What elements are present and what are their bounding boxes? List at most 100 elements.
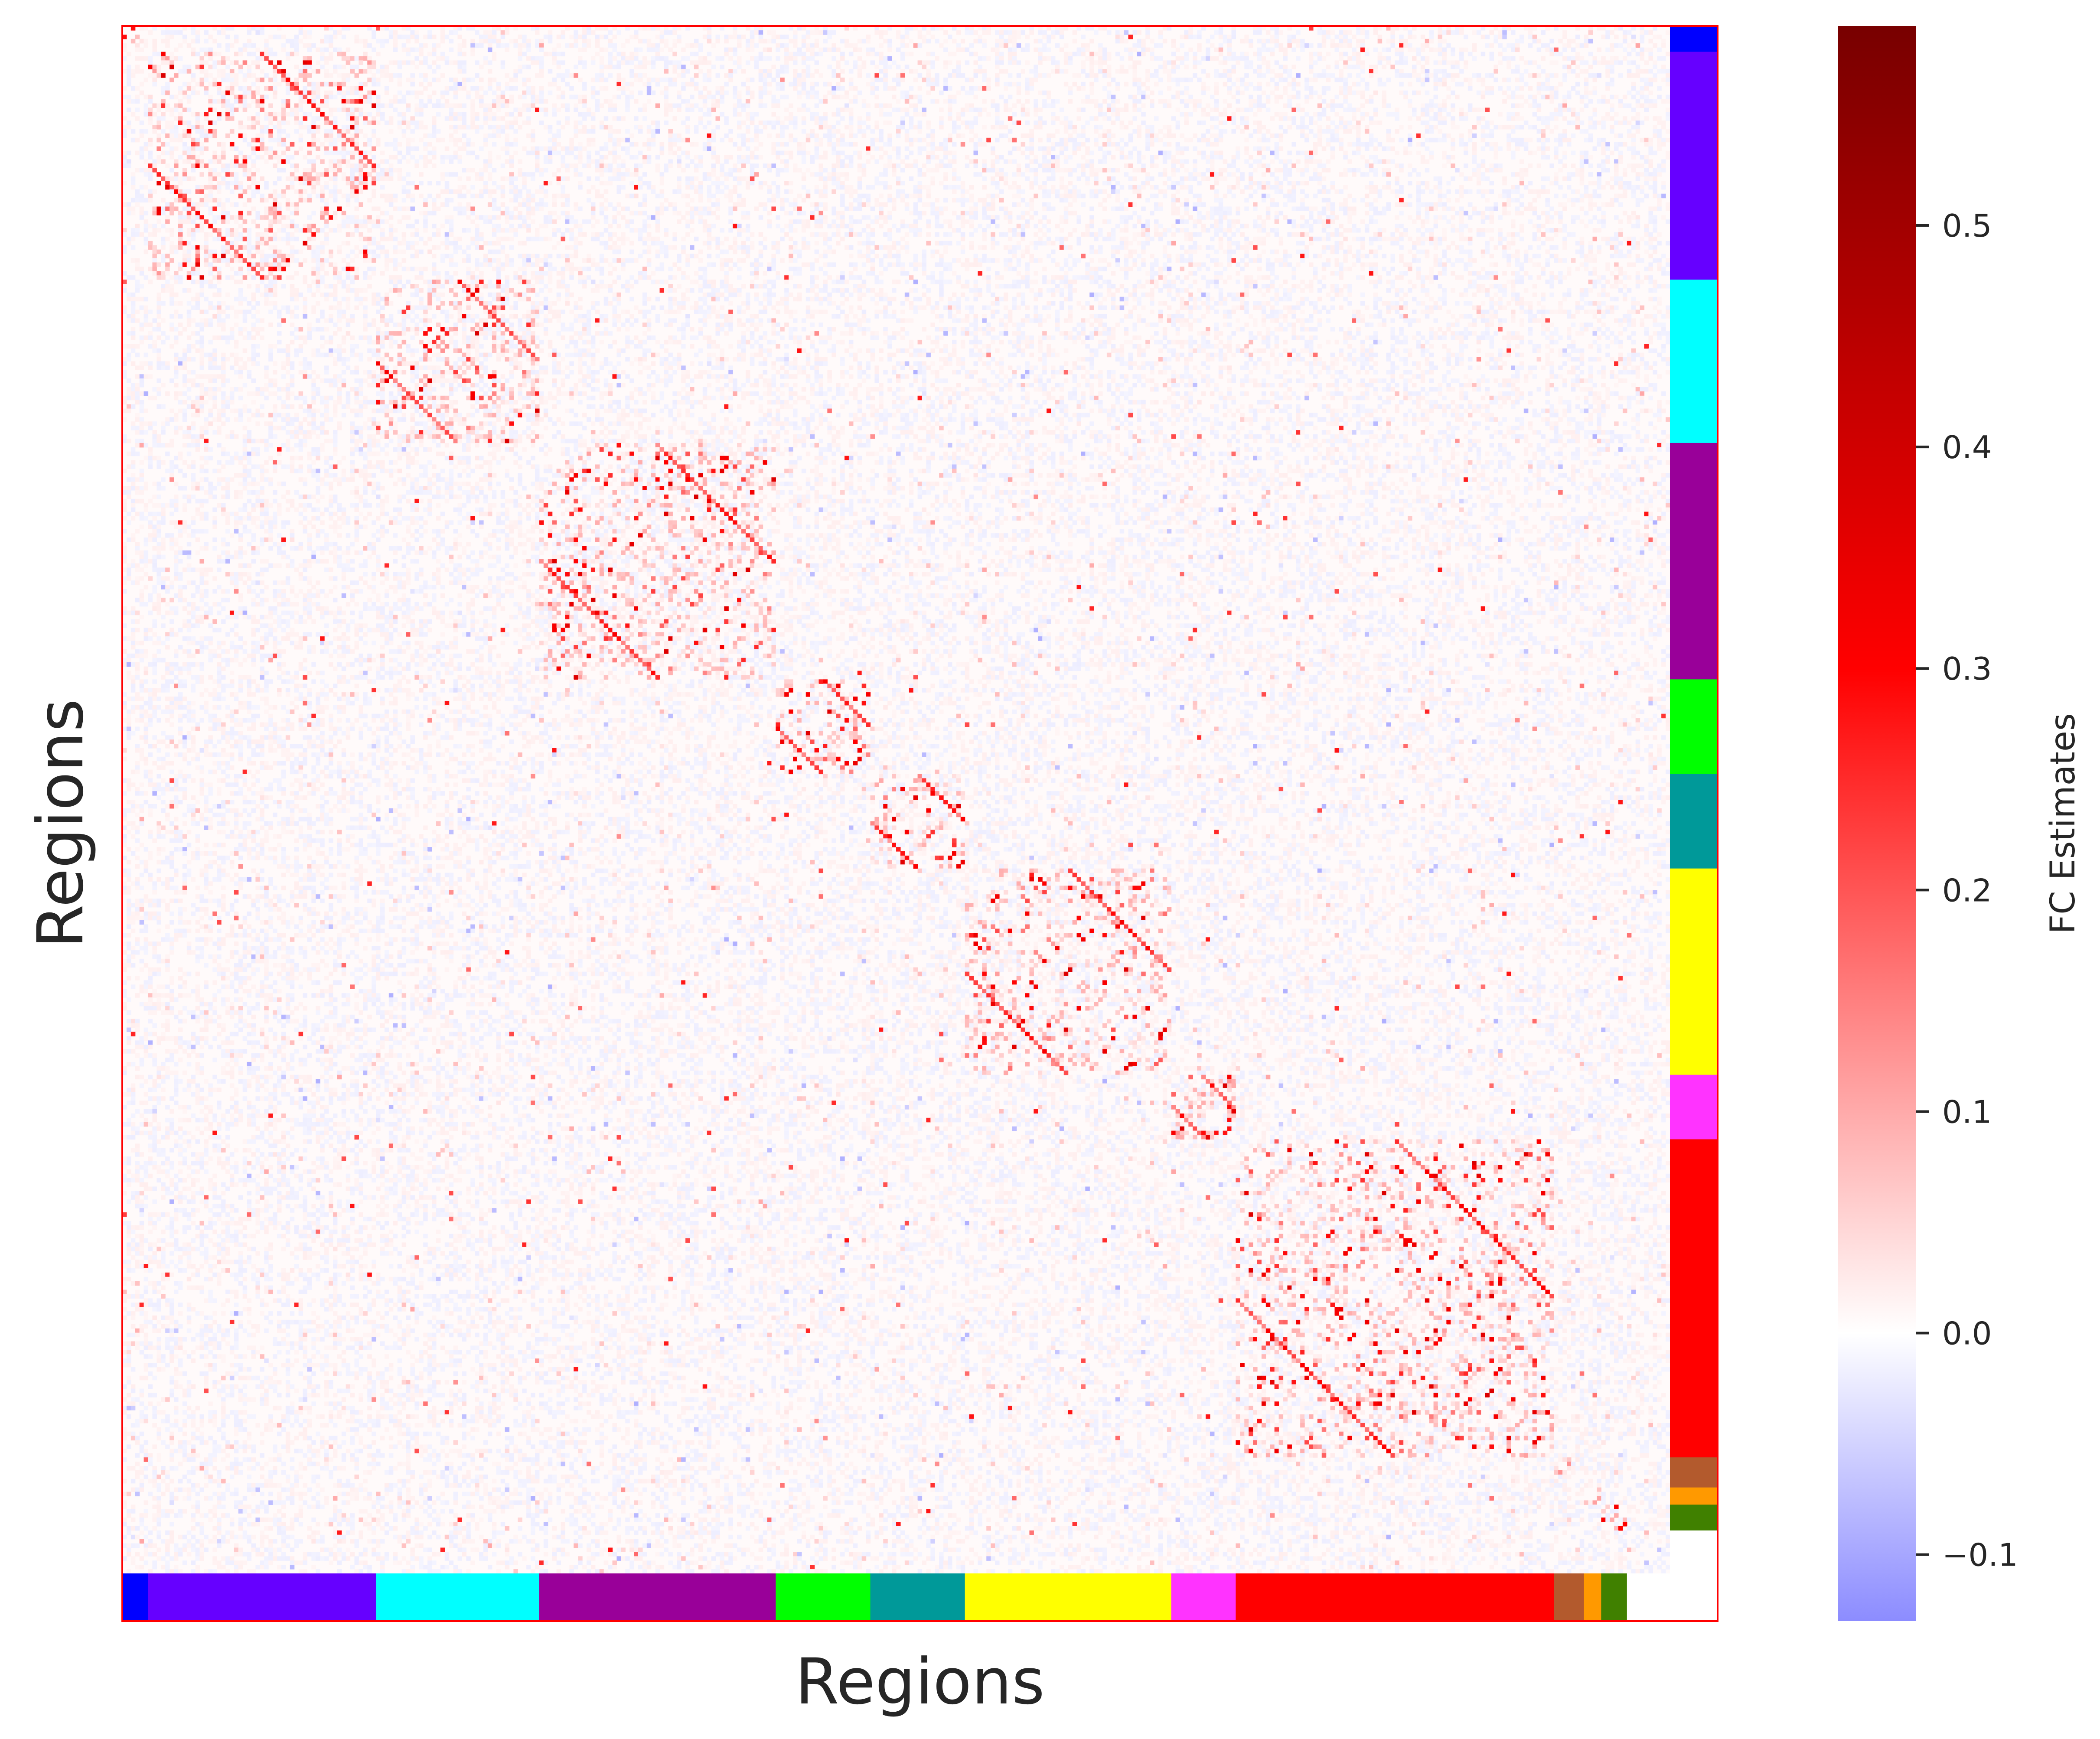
heatmap-cell bbox=[342, 91, 346, 95]
heatmap-cell bbox=[1038, 116, 1043, 121]
heatmap-cell bbox=[423, 134, 428, 138]
heatmap-cell bbox=[1408, 151, 1412, 156]
heatmap-cell bbox=[342, 95, 346, 100]
heatmap-cell bbox=[784, 48, 789, 52]
heatmap-cell bbox=[492, 129, 497, 134]
heatmap-cell bbox=[832, 91, 836, 95]
heatmap-cell bbox=[174, 95, 179, 100]
heatmap-cell bbox=[509, 155, 514, 160]
heatmap-cell bbox=[1034, 65, 1038, 69]
heatmap-cell bbox=[1197, 120, 1202, 125]
heatmap-cell bbox=[1012, 48, 1017, 52]
heatmap-cell bbox=[251, 99, 256, 104]
heatmap-cell bbox=[432, 134, 437, 138]
heatmap-cell bbox=[703, 99, 708, 104]
heatmap-cell bbox=[423, 104, 428, 108]
heatmap-cell bbox=[1554, 48, 1559, 52]
heatmap-cell bbox=[414, 30, 419, 35]
heatmap-cell bbox=[883, 69, 888, 74]
heatmap-cell bbox=[385, 142, 389, 147]
heatmap-cell bbox=[1425, 104, 1430, 108]
heatmap-cell bbox=[191, 147, 196, 151]
heatmap-cell bbox=[419, 138, 424, 143]
heatmap-cell bbox=[389, 129, 394, 134]
heatmap-cell bbox=[217, 91, 222, 95]
heatmap-cell bbox=[871, 138, 875, 143]
heatmap-cell bbox=[815, 151, 819, 156]
heatmap-cell bbox=[1528, 138, 1533, 143]
heatmap-cell bbox=[440, 159, 445, 164]
heatmap-cell bbox=[1347, 86, 1352, 91]
heatmap-cell bbox=[892, 60, 897, 65]
heatmap-cell bbox=[1154, 155, 1159, 160]
heatmap-cell bbox=[883, 112, 888, 117]
heatmap-cell bbox=[1640, 78, 1645, 82]
heatmap-cell bbox=[634, 142, 639, 147]
heatmap-cell bbox=[273, 35, 277, 39]
heatmap-cell bbox=[281, 151, 286, 156]
heatmap-cell bbox=[582, 86, 587, 91]
heatmap-cell bbox=[1064, 43, 1069, 48]
heatmap-cell bbox=[140, 120, 144, 125]
heatmap-cell bbox=[479, 39, 484, 44]
heatmap-cell bbox=[754, 125, 759, 130]
heatmap-cell bbox=[342, 134, 346, 138]
heatmap-cell bbox=[1347, 142, 1352, 147]
heatmap-cell bbox=[1627, 91, 1632, 95]
heatmap-cell bbox=[845, 39, 849, 44]
heatmap-cell bbox=[260, 52, 264, 57]
heatmap-cell bbox=[380, 159, 385, 164]
heatmap-cell bbox=[1520, 86, 1524, 91]
heatmap-cell bbox=[1653, 99, 1657, 104]
heatmap-cell bbox=[432, 116, 437, 121]
heatmap-cell bbox=[759, 104, 763, 108]
heatmap-cell bbox=[286, 91, 290, 95]
heatmap-cell bbox=[355, 120, 359, 125]
heatmap-cell bbox=[200, 159, 205, 164]
heatmap-cell bbox=[230, 82, 235, 87]
heatmap-cell bbox=[462, 104, 466, 108]
heatmap-cell bbox=[1283, 104, 1288, 108]
heatmap-cell bbox=[815, 30, 819, 35]
heatmap-cell bbox=[1085, 43, 1090, 48]
heatmap-cell bbox=[1025, 35, 1030, 39]
heatmap-cell bbox=[1197, 78, 1202, 82]
heatmap-cell bbox=[518, 107, 522, 112]
heatmap-cell bbox=[780, 95, 785, 100]
heatmap-cell bbox=[1025, 86, 1030, 91]
heatmap-cell bbox=[1343, 65, 1348, 69]
heatmap-cell bbox=[1339, 69, 1343, 74]
heatmap-cell bbox=[440, 35, 445, 39]
heatmap-cell bbox=[1588, 134, 1593, 138]
heatmap-cell bbox=[741, 104, 746, 108]
heatmap-cell bbox=[230, 129, 235, 134]
heatmap-cell bbox=[1425, 73, 1430, 78]
heatmap-cell bbox=[273, 138, 277, 143]
heatmap-cell bbox=[913, 69, 918, 74]
heatmap-cell bbox=[1253, 86, 1258, 91]
heatmap-cell bbox=[436, 56, 441, 61]
heatmap-cell bbox=[204, 69, 209, 74]
heatmap-cell bbox=[1232, 56, 1236, 61]
heatmap-cell bbox=[1330, 129, 1335, 134]
heatmap-cell bbox=[1270, 151, 1275, 156]
heatmap-cell bbox=[355, 65, 359, 69]
heatmap-cell bbox=[324, 56, 329, 61]
heatmap-cell bbox=[307, 82, 312, 87]
heatmap-cell bbox=[716, 99, 721, 104]
heatmap-cell bbox=[1653, 125, 1657, 130]
heatmap-cell bbox=[1588, 73, 1593, 78]
heatmap-cell bbox=[204, 52, 209, 57]
heatmap-cell bbox=[260, 138, 264, 143]
heatmap-cell bbox=[372, 134, 376, 138]
heatmap-cell bbox=[974, 39, 978, 44]
heatmap-cell bbox=[1498, 86, 1503, 91]
heatmap-cell bbox=[402, 48, 407, 52]
heatmap-cell bbox=[208, 73, 213, 78]
heatmap-cell bbox=[548, 39, 553, 44]
heatmap-cell bbox=[974, 107, 978, 112]
heatmap-cell bbox=[268, 35, 273, 39]
heatmap-cell bbox=[286, 147, 290, 151]
heatmap-cell bbox=[1636, 112, 1640, 117]
heatmap-cell bbox=[548, 82, 553, 87]
